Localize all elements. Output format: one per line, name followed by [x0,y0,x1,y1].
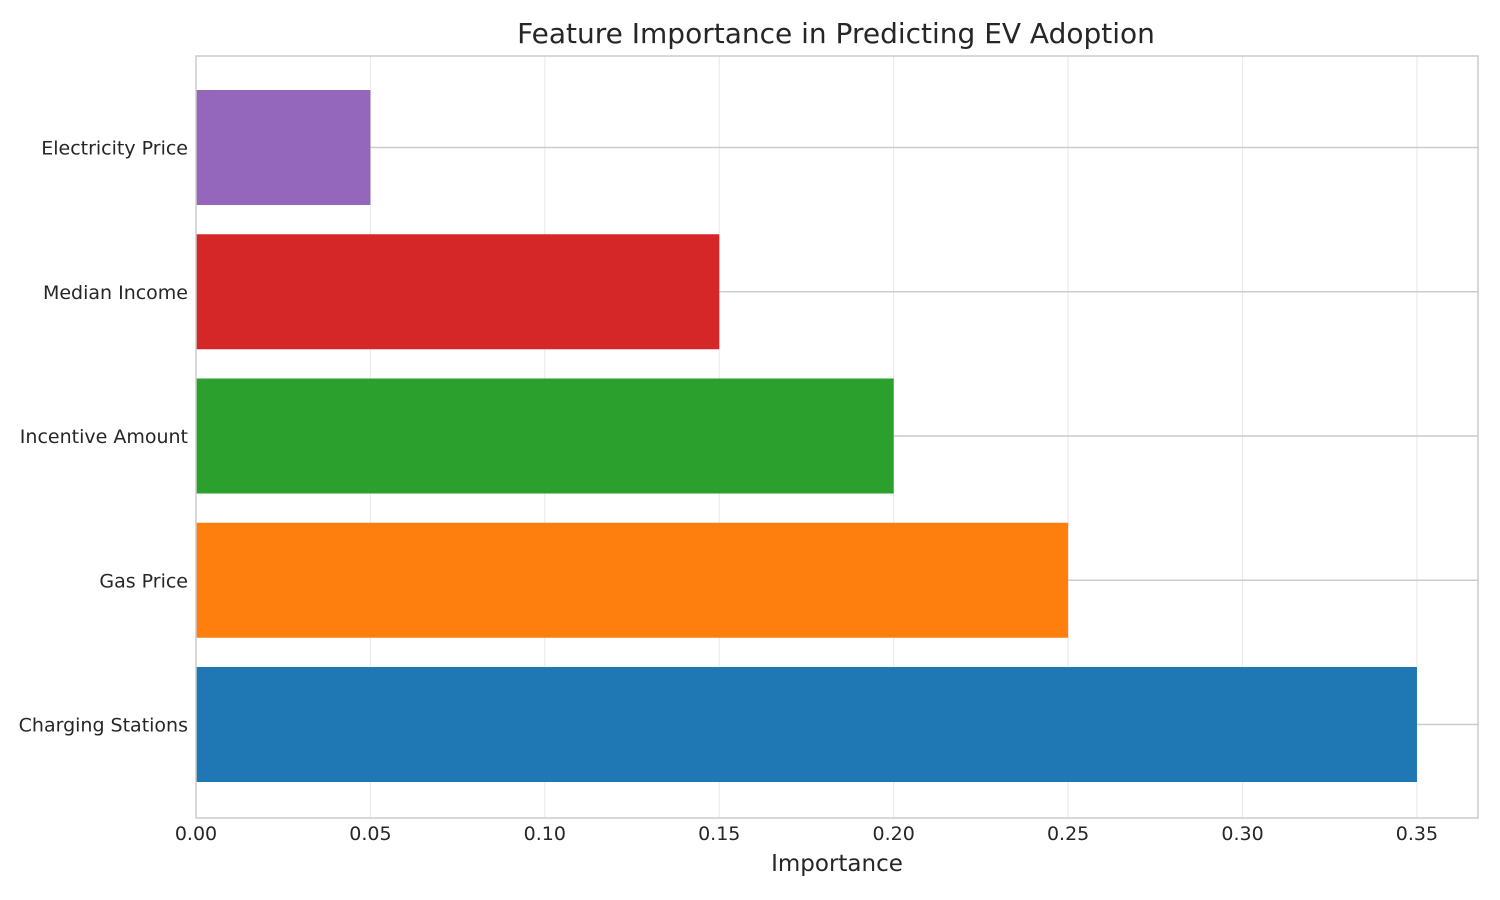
bar-median-income [196,234,720,350]
y-tick-label: Charging Stations [19,715,188,737]
bar-charging-stations [196,667,1417,782]
y-tick-label: Median Income [43,282,188,304]
x-tick-label: 0.00 [175,823,217,845]
x-axis-label: Importance [771,851,903,877]
x-tick-label: 0.30 [1221,823,1263,845]
x-tick-label: 0.15 [698,823,740,845]
x-axis-ticks: 0.00 0.05 0.10 0.15 0.20 0.25 0.30 0.35 [175,823,1438,845]
x-tick-label: 0.25 [1047,823,1089,845]
y-tick-label: Gas Price [99,570,188,592]
bar-incentive-amount [196,378,894,494]
chart-title: Feature Importance in Predicting EV Adop… [517,17,1155,50]
bars [196,90,1417,782]
x-tick-label: 0.10 [524,823,566,845]
y-tick-label: Electricity Price [41,138,188,160]
plot-frame [195,55,1479,819]
y-axis-categories: Charging Stations Gas Price Incentive Amou… [19,138,188,737]
bar-electricity-price [196,90,371,205]
x-tick-label: 0.05 [349,823,391,845]
x-tick-label: 0.20 [873,823,915,845]
bar-gas-price [196,522,1069,638]
x-tick-label: 0.35 [1396,823,1438,845]
y-tick-label: Incentive Amount [20,426,188,448]
